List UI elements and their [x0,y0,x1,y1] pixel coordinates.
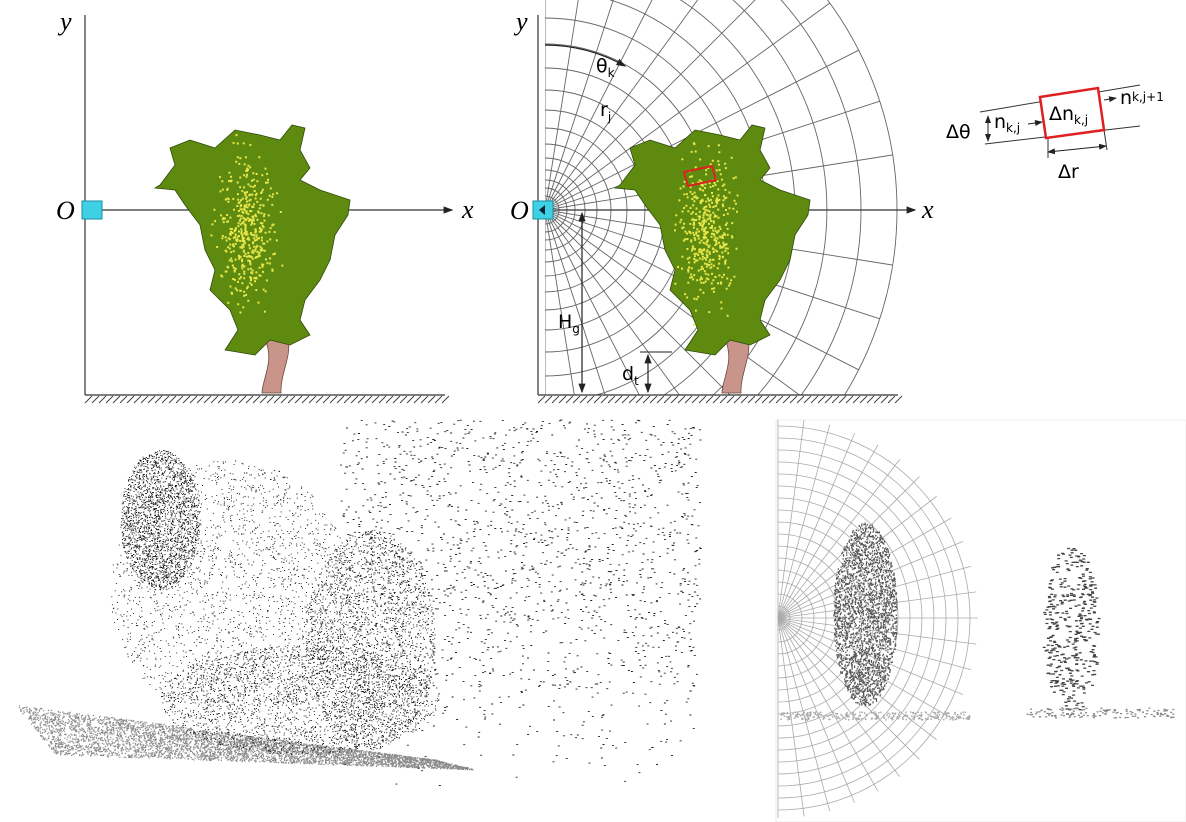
dn: Δn [1049,103,1074,125]
grid-ray [545,210,600,558]
h-sub: g [572,322,580,336]
n-sub: k,j [1006,121,1020,135]
y-label: y [513,7,528,36]
ground-hatch [85,396,449,403]
in-arrow [1028,122,1042,124]
origin-label: O [56,196,75,225]
origin-label: O [510,196,529,225]
n: n [994,111,1006,133]
dr-label: Δr [1058,161,1079,183]
grid-ray [545,0,600,210]
theta-sub: k [608,66,615,80]
r: r [600,99,608,121]
dn-sub: k,j [1074,113,1088,127]
theta-arc [545,45,625,66]
sensor [82,201,102,219]
ground-hatch [538,396,902,403]
h: H [558,311,572,333]
x-label: x [461,195,474,224]
dr-arrow [1048,146,1106,152]
crown [155,125,350,355]
dtheta-label: Δθ [946,121,971,143]
cell-inset: Δθ nk,j Δnk,j nk,j+1 Δr [946,85,1164,183]
n-next-label: nk,j+1 [1120,87,1164,109]
y-label: y [57,7,72,36]
h-label: Hg [558,311,580,336]
n-next-sub: k,j+1 [1132,90,1164,104]
point-cloud [19,706,473,770]
x-label: x [921,195,934,224]
out-arrow [1104,98,1116,100]
r-label: rj [600,99,611,124]
n: n [1120,87,1132,109]
theta: θ [596,55,608,77]
point-cloud [111,451,439,755]
d-label: dt [622,363,639,388]
d-sub: t [634,374,639,388]
n-label: nk,j [994,111,1020,135]
r-sub: j [607,110,611,124]
cell-edge [1104,130,1107,150]
crown [615,125,810,355]
trunk [262,340,289,393]
figure: y x O y x O θk rj Hg dt Δθ nk,j Δnk,j [0,0,1186,822]
panel-a: y x O [56,7,474,395]
d: d [622,363,634,385]
trunk [722,340,749,393]
